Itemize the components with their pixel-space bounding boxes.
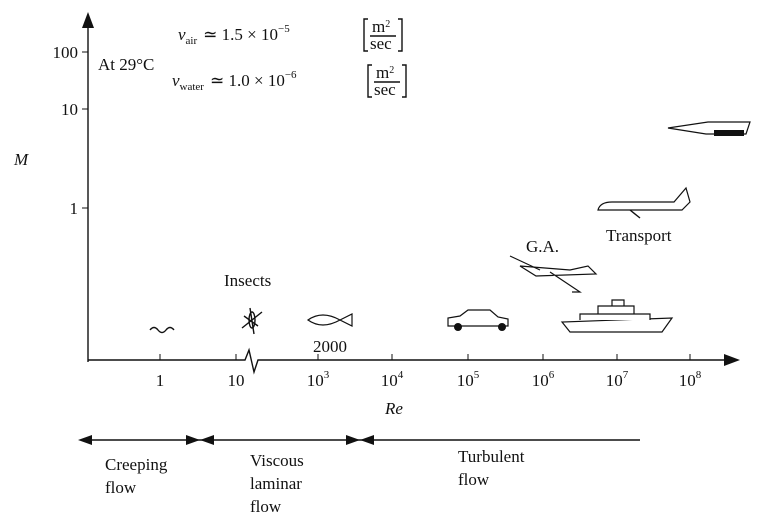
svg-text:νwater≃ 1.0 × 10−6: νwater≃ 1.0 × 10−6 [172, 69, 297, 93]
y-tick-label: 100 [53, 43, 79, 62]
formula-water: νwater≃ 1.0 × 10−6 m2 sec [172, 63, 406, 99]
x-tick-exp: 4 [398, 369, 404, 381]
x-tick-base: 10 [679, 371, 696, 390]
x-label: Re [384, 399, 403, 418]
y-tick-label: 1 [70, 199, 79, 218]
regime-label: Creeping [105, 455, 168, 474]
x-tick-exp: 6 [549, 369, 555, 381]
svg-text:sec: sec [374, 80, 396, 99]
regime-label: flow [105, 478, 137, 497]
worm-icon [150, 328, 174, 333]
x-tick-base: 10 [606, 371, 623, 390]
x-axis [88, 350, 728, 372]
x-arrow [724, 354, 740, 366]
x-tick-exp: 3 [324, 369, 330, 381]
regime-label: flow [458, 470, 490, 489]
sst-icon [668, 122, 750, 136]
x-tick-label: 103 [307, 369, 330, 390]
y-arrow [82, 12, 94, 28]
y-tick-label: 10 [61, 100, 78, 119]
x-tick-exp: 5 [474, 369, 480, 381]
car-icon [448, 310, 508, 331]
temperature: At 29°C [98, 55, 154, 74]
regime-label: Turbulent [458, 447, 525, 466]
x-tick-base: 10 [532, 371, 549, 390]
x-tick-label: 10 [228, 371, 245, 390]
x-tick-exp: 7 [623, 369, 629, 381]
regime-label: Viscous [250, 451, 304, 470]
x-tick-base: 10 [307, 371, 324, 390]
regime-label: flow [250, 497, 282, 516]
x-tick-base: 1 [156, 371, 165, 390]
regime-label: laminar [250, 474, 302, 493]
x-tick-label: 108 [679, 369, 702, 390]
diagram: M Re At 29°C νair≃ 1.5 × 10−5 m2 sec νwa… [0, 0, 757, 517]
x-tick-base: 10 [381, 371, 398, 390]
x-tick-exp: 8 [696, 369, 702, 381]
transition-label: 2000 [313, 337, 347, 356]
transport-plane-icon [598, 188, 690, 218]
x-tick-label: 1 [156, 371, 165, 390]
x-tick-base: 10 [457, 371, 474, 390]
insect-icon [242, 308, 262, 334]
transport-label: Transport [606, 226, 672, 245]
fish-icon [308, 314, 352, 326]
y-label: M [13, 150, 29, 169]
ga-plane-icon [510, 256, 596, 292]
svg-text:sec: sec [370, 34, 392, 53]
ship-icon [562, 300, 672, 332]
svg-text:νair≃ 1.5 × 10−5: νair≃ 1.5 × 10−5 [178, 23, 290, 47]
insects-label: Insects [224, 271, 271, 290]
x-tick-base: 10 [228, 371, 245, 390]
x-tick-label: 105 [457, 369, 480, 390]
formula-air: νair≃ 1.5 × 10−5 m2 sec [178, 17, 402, 53]
x-tick-label: 106 [532, 369, 555, 390]
x-tick-label: 104 [381, 369, 404, 390]
ga-label: G.A. [526, 237, 559, 256]
x-tick-label: 107 [606, 369, 629, 390]
